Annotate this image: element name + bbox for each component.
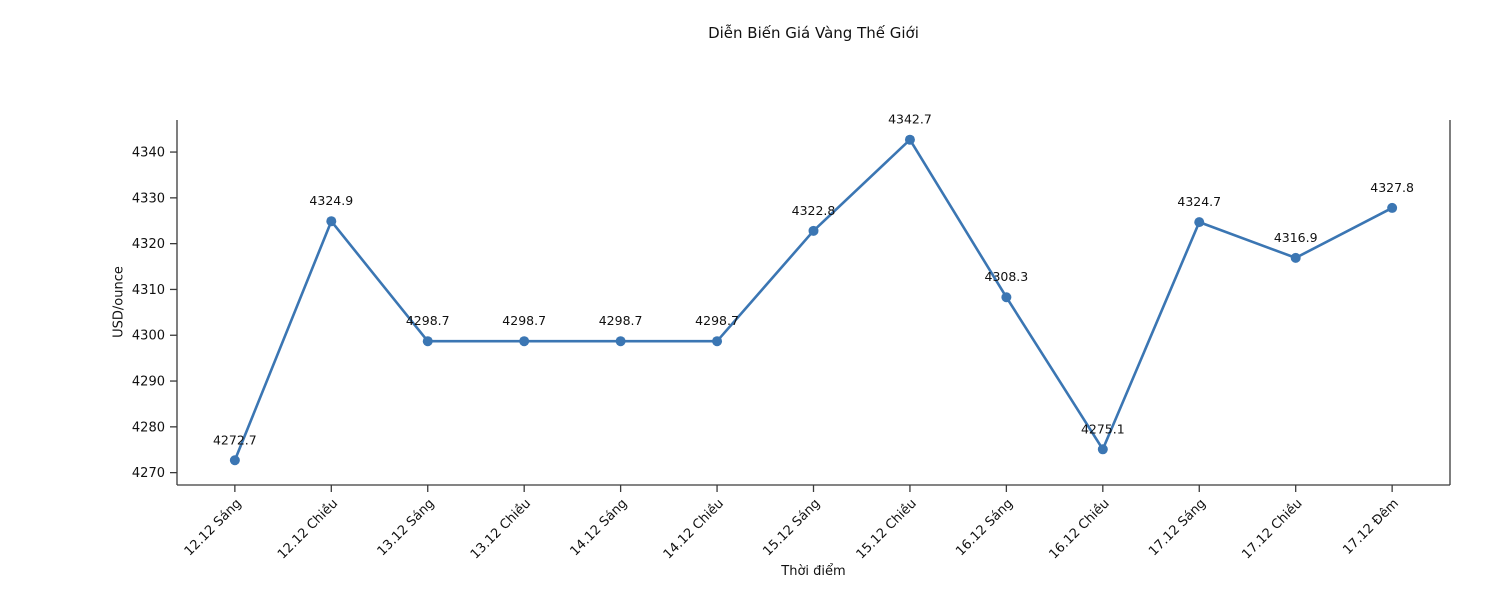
x-tick-label: 15.12 Chiều [854, 496, 920, 562]
y-tick-label: 4310 [132, 283, 165, 298]
x-tick-label: 16.12 Sáng [953, 496, 1016, 559]
data-point [326, 216, 337, 227]
y-tick-label: 4320 [132, 237, 165, 252]
data-point-label: 4298.7 [695, 313, 739, 328]
data-point-label: 4324.9 [309, 193, 353, 208]
data-point [808, 225, 819, 236]
data-point [519, 336, 530, 347]
x-tick-label: 15.12 Sáng [760, 496, 823, 559]
y-tick-label: 4340 [132, 146, 165, 161]
chart-title: Diễn Biến Giá Vàng Thế Giới [708, 24, 919, 42]
data-point [1194, 217, 1205, 228]
data-point-label: 4272.7 [213, 432, 257, 447]
data-point [712, 336, 723, 347]
data-point-label: 4298.7 [599, 313, 643, 328]
x-tick-label: 16.12 Chiều [1047, 496, 1113, 562]
data-point-label: 4275.1 [1081, 421, 1125, 436]
x-tick-label: 12.12 Sáng [182, 496, 245, 559]
data-point-label: 4342.7 [888, 112, 932, 127]
data-point-label: 4298.7 [406, 313, 450, 328]
x-tick-label: 14.12 Chiều [661, 496, 727, 562]
x-axis-label: Thời điểm [781, 564, 846, 579]
x-tick-label: 14.12 Sáng [567, 496, 630, 559]
x-tick-label: 17.12 Đêm [1340, 496, 1402, 558]
x-tick-label: 17.12 Chiều [1239, 496, 1305, 562]
data-point-label: 4327.8 [1370, 180, 1414, 195]
data-point [1290, 252, 1301, 263]
y-tick-label: 4300 [132, 329, 165, 344]
y-tick-label: 4280 [132, 420, 165, 435]
data-point [1097, 444, 1108, 455]
data-point-label: 4308.3 [985, 269, 1029, 284]
data-point [1387, 202, 1398, 213]
y-tick-label: 4330 [132, 191, 165, 206]
x-tick-label: 17.12 Sáng [1146, 496, 1209, 559]
x-tick-label: 12.12 Chiều [275, 496, 341, 562]
data-point [422, 336, 433, 347]
y-tick-label: 4270 [132, 466, 165, 481]
x-tick-label: 13.12 Chiều [468, 496, 534, 562]
data-point-label: 4324.7 [1177, 194, 1221, 209]
data-point [615, 336, 626, 347]
x-tick-label: 13.12 Sáng [375, 496, 438, 559]
data-point [1001, 292, 1012, 303]
data-point-label: 4316.9 [1274, 230, 1318, 245]
y-tick-label: 4290 [132, 375, 165, 390]
data-point-label: 4322.8 [792, 203, 836, 218]
data-point [904, 134, 915, 145]
data-point [229, 455, 240, 466]
data-line [233, 138, 1394, 462]
data-point-label: 4298.7 [502, 313, 546, 328]
